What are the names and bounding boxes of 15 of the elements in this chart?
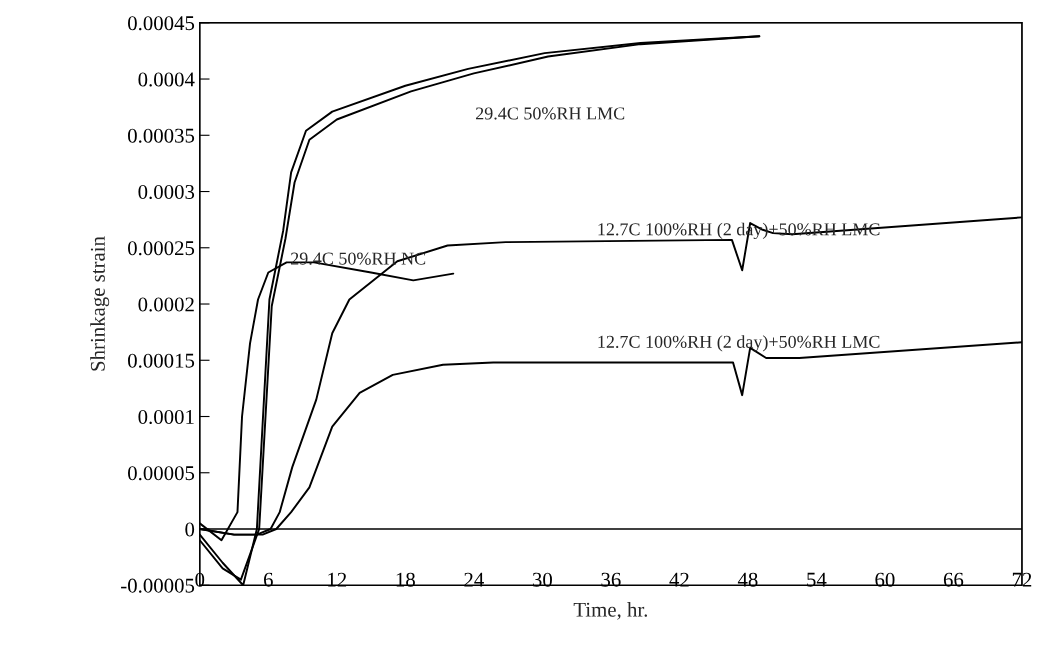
- y-tick-label: 0.0002: [138, 297, 194, 312]
- y-tick-label: 0.00045: [128, 16, 195, 31]
- y-tick-label: 0.00005: [128, 466, 195, 481]
- annotation: 29.4C 50%RH LMC: [476, 107, 625, 120]
- y-tick-label: 0.00015: [128, 353, 195, 368]
- y-tick-label: -0.00005: [121, 578, 195, 593]
- y-tick-label: 0.00035: [128, 128, 195, 143]
- x-axis-title: Time, hr.: [573, 602, 648, 620]
- y-tick-label: 0.0004: [138, 72, 195, 87]
- y-tick-label: 0: [185, 522, 195, 537]
- y-axis-title: Shrinkage strain: [90, 236, 110, 371]
- y-tick-label: 0.0001: [138, 409, 194, 425]
- y-tick-label: 0.0003: [138, 184, 195, 200]
- annotation: 12.7C 100%RH (2 day)+50%RH LMC: [598, 335, 880, 352]
- y-tick-label: 0.00025: [128, 241, 195, 256]
